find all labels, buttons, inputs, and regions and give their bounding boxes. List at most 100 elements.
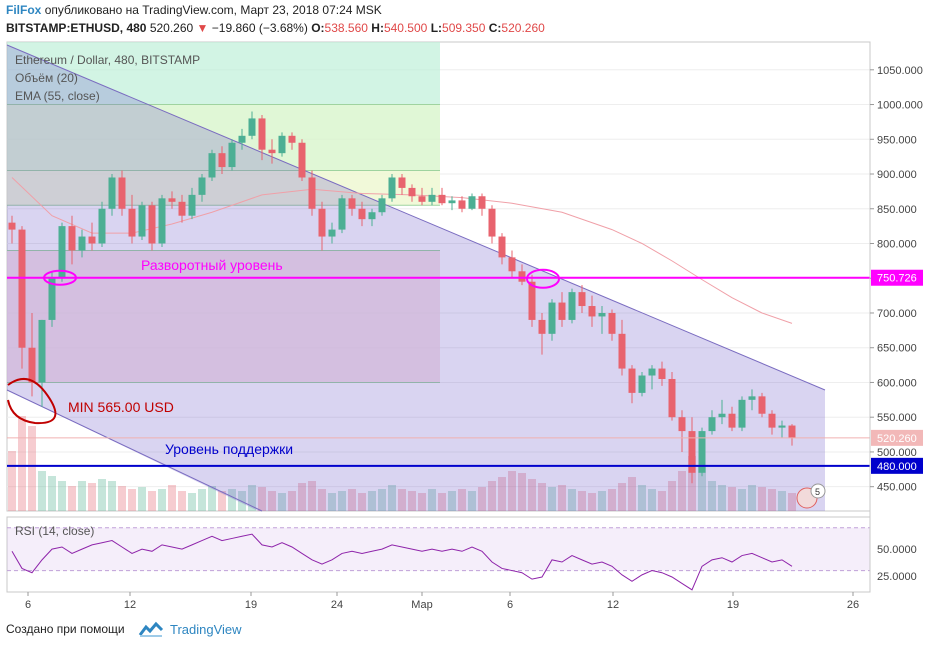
y-tick-label: 600.000 — [877, 377, 917, 389]
candle-body[interactable] — [408, 187, 416, 197]
candle-body[interactable] — [428, 194, 436, 202]
rsi-tick-label: 25.0000 — [877, 571, 917, 583]
volume-bar — [428, 489, 436, 511]
candle-body[interactable] — [398, 177, 406, 188]
candle-body[interactable] — [708, 417, 716, 432]
candle-body[interactable] — [148, 205, 156, 244]
author-name[interactable]: FilFox — [6, 3, 42, 17]
close-value: 520.260 — [501, 21, 545, 35]
candle-body[interactable] — [438, 194, 446, 204]
candle-body[interactable] — [458, 200, 466, 209]
candle-body[interactable] — [418, 196, 426, 202]
candle-body[interactable] — [718, 413, 726, 418]
candle-body[interactable] — [278, 135, 286, 154]
bottom-right-badge[interactable]: 5 — [796, 483, 826, 509]
candle-body[interactable] — [208, 153, 216, 178]
candle-body[interactable] — [598, 312, 606, 317]
tradingview-logo-icon — [138, 621, 164, 637]
candle-body[interactable] — [498, 236, 506, 258]
volume-bar — [728, 487, 736, 511]
candle-body[interactable] — [528, 281, 536, 320]
candle-body[interactable] — [358, 208, 366, 220]
candle-body[interactable] — [628, 368, 636, 393]
volume-bar — [688, 456, 696, 511]
candle-body[interactable] — [558, 302, 566, 320]
candle-body[interactable] — [88, 236, 96, 244]
candle-body[interactable] — [98, 208, 106, 244]
low-value: 509.350 — [442, 21, 486, 35]
candle-body[interactable] — [748, 396, 756, 400]
volume-bar — [48, 476, 56, 511]
candle-body[interactable] — [38, 319, 46, 383]
volume-bar — [98, 479, 106, 511]
candle-body[interactable] — [128, 208, 136, 237]
candle-body[interactable] — [618, 333, 626, 369]
candle-body[interactable] — [368, 212, 376, 220]
candle-body[interactable] — [328, 229, 336, 237]
candle-body[interactable] — [248, 118, 256, 136]
candle-body[interactable] — [478, 196, 486, 209]
candle-body[interactable] — [638, 375, 646, 393]
volume-bar — [188, 493, 196, 511]
candle-body[interactable] — [658, 368, 666, 379]
candle-body[interactable] — [518, 271, 526, 282]
candle-body[interactable] — [268, 149, 276, 154]
candle-body[interactable] — [388, 177, 396, 199]
volume-bar — [748, 485, 756, 511]
candle-body[interactable] — [488, 208, 496, 237]
candle-body[interactable] — [578, 292, 586, 307]
candle-body[interactable] — [228, 142, 236, 168]
candle-body[interactable] — [678, 417, 686, 432]
candle-body[interactable] — [58, 226, 66, 279]
candle-body[interactable] — [28, 347, 36, 383]
candle-body[interactable] — [48, 278, 56, 320]
volume-bar — [168, 485, 176, 511]
candle-body[interactable] — [118, 177, 126, 209]
candle-body[interactable] — [18, 229, 26, 348]
candle-body[interactable] — [698, 431, 706, 473]
candle-body[interactable] — [238, 135, 246, 143]
volume-bar — [498, 477, 506, 511]
candle-body[interactable] — [728, 413, 736, 428]
candle-body[interactable] — [288, 135, 296, 143]
candle-body[interactable] — [768, 413, 776, 428]
candle-body[interactable] — [448, 200, 456, 204]
candle-body[interactable] — [68, 226, 76, 251]
candle-body[interactable] — [508, 257, 516, 272]
candle-body[interactable] — [548, 302, 556, 334]
candle-body[interactable] — [138, 205, 146, 237]
candle-body[interactable] — [158, 198, 166, 244]
candle-body[interactable] — [298, 142, 306, 178]
candle-body[interactable] — [668, 378, 676, 418]
candle-body[interactable] — [178, 201, 186, 216]
candle-body[interactable] — [258, 118, 266, 150]
candle-body[interactable] — [198, 177, 206, 195]
candle-body[interactable] — [218, 153, 226, 168]
candle-body[interactable] — [608, 312, 616, 334]
channel-lower-line — [6, 389, 263, 512]
candle-body[interactable] — [468, 196, 476, 209]
candle-body[interactable] — [308, 177, 316, 209]
volume-bar — [538, 483, 546, 511]
y-tick-label: 800.000 — [877, 238, 917, 250]
candle-body[interactable] — [108, 177, 116, 209]
candle-body[interactable] — [348, 198, 356, 209]
candle-body[interactable] — [688, 431, 696, 473]
candle-body[interactable] — [8, 222, 16, 230]
candle-body[interactable] — [568, 292, 576, 320]
candle-body[interactable] — [168, 198, 176, 202]
candle-body[interactable] — [378, 198, 386, 213]
candle-body[interactable] — [738, 399, 746, 428]
footer-brand[interactable]: TradingView — [170, 622, 242, 637]
candle-body[interactable] — [78, 236, 86, 251]
candle-body[interactable] — [538, 319, 546, 334]
candle-body[interactable] — [648, 368, 656, 376]
candle-body[interactable] — [758, 396, 766, 414]
candle-body[interactable] — [778, 425, 786, 428]
candle-body[interactable] — [588, 306, 596, 317]
candle-body[interactable] — [788, 425, 796, 439]
candle-body[interactable] — [338, 198, 346, 230]
candle-body[interactable] — [318, 208, 326, 237]
candle-body[interactable] — [188, 194, 196, 216]
